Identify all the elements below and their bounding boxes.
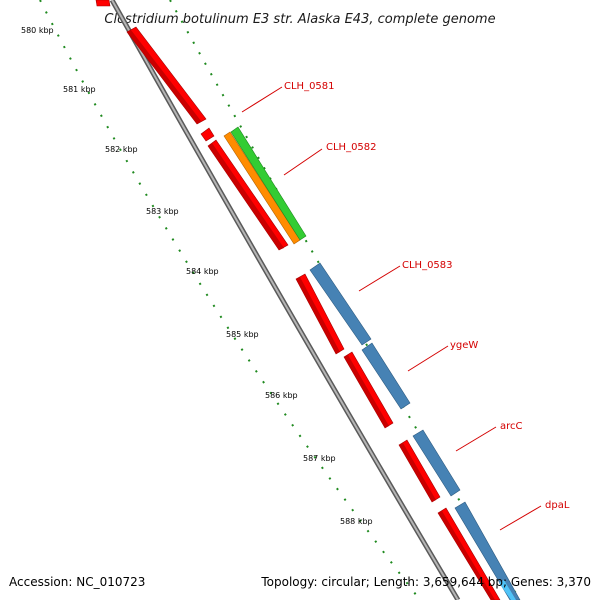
blue-feature-track xyxy=(309,262,521,600)
gene-label[interactable]: CLH_0583 xyxy=(402,260,453,271)
gene-label[interactable]: CLH_0582 xyxy=(326,142,377,153)
genome-summary-text: Topology: circular; Length: 3,659,644 bp… xyxy=(260,575,591,589)
scale-label: 584 kbp xyxy=(186,267,219,276)
gene-label[interactable]: dpaL xyxy=(545,500,570,511)
scale-labels: 580 kbp 581 kbp 582 kbp 583 kbp 584 kbp … xyxy=(21,26,373,526)
scale-label: 585 kbp xyxy=(226,330,259,339)
reverse-cds-shading xyxy=(127,30,495,600)
scale-label: 586 kbp xyxy=(265,391,298,400)
accession-text: Accession: NC_010723 xyxy=(9,575,145,589)
blue-feature[interactable] xyxy=(412,429,461,497)
scale-label: 581 kbp xyxy=(63,85,96,94)
lightblue-feature[interactable] xyxy=(499,580,516,600)
blue-feature[interactable] xyxy=(309,262,372,346)
blue-feature[interactable] xyxy=(361,342,411,410)
orange-feature[interactable] xyxy=(223,131,301,245)
gene-labels: CLH_0581 CLH_0582 CLH_0583 ygeW arcC dpa… xyxy=(284,81,570,511)
cds-feature[interactable] xyxy=(95,0,111,7)
gene-label[interactable]: arcC xyxy=(500,421,523,432)
map-title: Clostridium botulinum E3 str. Alaska E43… xyxy=(104,12,495,27)
gene-leader-lines xyxy=(241,86,542,531)
scale-label: 582 kbp xyxy=(105,145,138,154)
gene-label[interactable]: CLH_0581 xyxy=(284,81,335,92)
scale-label: 583 kbp xyxy=(146,207,179,216)
scale-label: 588 kbp xyxy=(340,517,373,526)
genome-backbone xyxy=(111,0,459,600)
cds-feature[interactable] xyxy=(200,127,215,142)
gene-label[interactable]: ygeW xyxy=(450,340,478,351)
scale-label: 587 kbp xyxy=(303,454,336,463)
blue-feature[interactable] xyxy=(454,501,521,600)
green-feature[interactable] xyxy=(230,126,307,241)
scale-ring xyxy=(39,0,421,600)
scale-label: 580 kbp xyxy=(21,26,54,35)
